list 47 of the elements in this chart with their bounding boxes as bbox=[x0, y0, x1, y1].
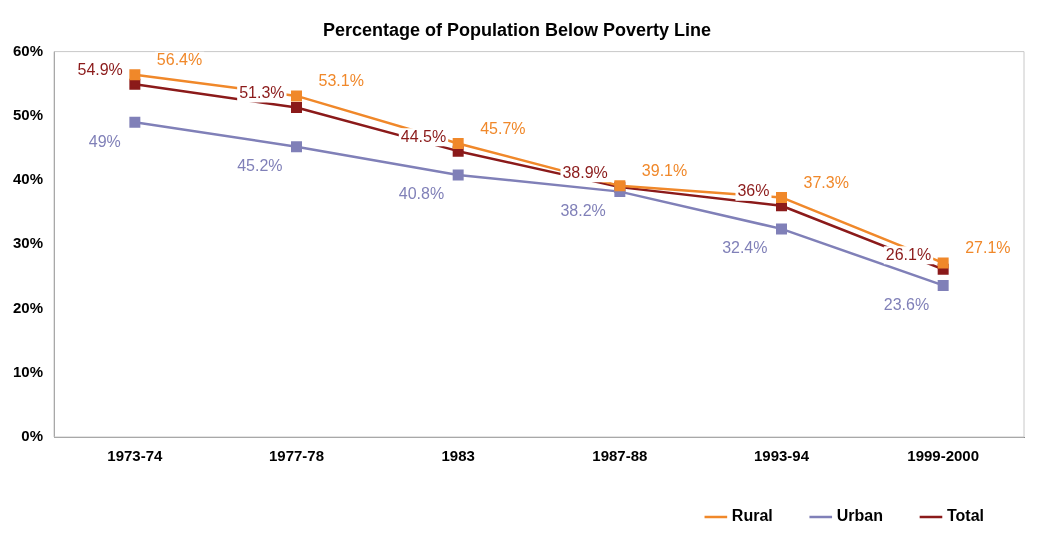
data-label: 27.1% bbox=[965, 239, 1011, 257]
x-tick-label: 1983 bbox=[441, 447, 475, 465]
point bbox=[452, 137, 464, 149]
chart-title: Percentage of Population Below Poverty Line bbox=[322, 19, 712, 40]
y-tick-label: 50% bbox=[12, 105, 44, 123]
y-tick-label: 20% bbox=[12, 298, 44, 316]
data-label: 51.3% bbox=[239, 83, 285, 101]
data-label: 23.6% bbox=[883, 295, 930, 313]
point bbox=[129, 78, 141, 90]
point bbox=[291, 141, 303, 153]
point bbox=[937, 257, 949, 269]
data-label: 53.1% bbox=[318, 72, 364, 90]
data-label: 40.8% bbox=[398, 185, 445, 203]
data-label: 56.4% bbox=[156, 51, 203, 69]
x-tick-label: 1993-94 bbox=[753, 447, 810, 465]
data-label: 49% bbox=[88, 132, 121, 150]
x-tick-label: 1977-78 bbox=[268, 447, 325, 465]
data-label: 32.4% bbox=[722, 239, 768, 257]
x-tick-label: 1973-74 bbox=[107, 447, 164, 465]
y-tick-label: 40% bbox=[12, 170, 44, 188]
data-label: 37.3% bbox=[803, 173, 849, 191]
legend-label: Total bbox=[946, 507, 984, 525]
data-label: 38.2% bbox=[560, 202, 606, 220]
y-tick-label: 30% bbox=[12, 234, 44, 252]
data-label: 38.9% bbox=[562, 163, 608, 181]
legend-label: Rural bbox=[731, 507, 773, 525]
point bbox=[129, 116, 141, 128]
point bbox=[291, 101, 303, 113]
data-label: 39.1% bbox=[641, 162, 688, 180]
point bbox=[129, 69, 141, 81]
y-tick-label: 0% bbox=[21, 427, 44, 445]
data-label: 26.1% bbox=[885, 245, 932, 263]
legend-label: Urban bbox=[836, 507, 883, 525]
point bbox=[776, 191, 787, 203]
data-label: 36% bbox=[737, 182, 770, 200]
point bbox=[776, 223, 787, 235]
point bbox=[452, 169, 464, 181]
data-label: 44.5% bbox=[400, 127, 447, 145]
y-tick-label: 60% bbox=[12, 41, 44, 59]
x-tick-label: 1987-88 bbox=[592, 447, 648, 465]
point bbox=[937, 279, 949, 291]
data-label: 45.2% bbox=[237, 157, 283, 175]
x-tick-label: 1999-2000 bbox=[907, 447, 980, 465]
y-tick-label: 10% bbox=[12, 362, 44, 380]
data-label: 45.7% bbox=[480, 119, 526, 137]
data-label: 54.9% bbox=[77, 60, 123, 78]
point bbox=[291, 90, 303, 102]
